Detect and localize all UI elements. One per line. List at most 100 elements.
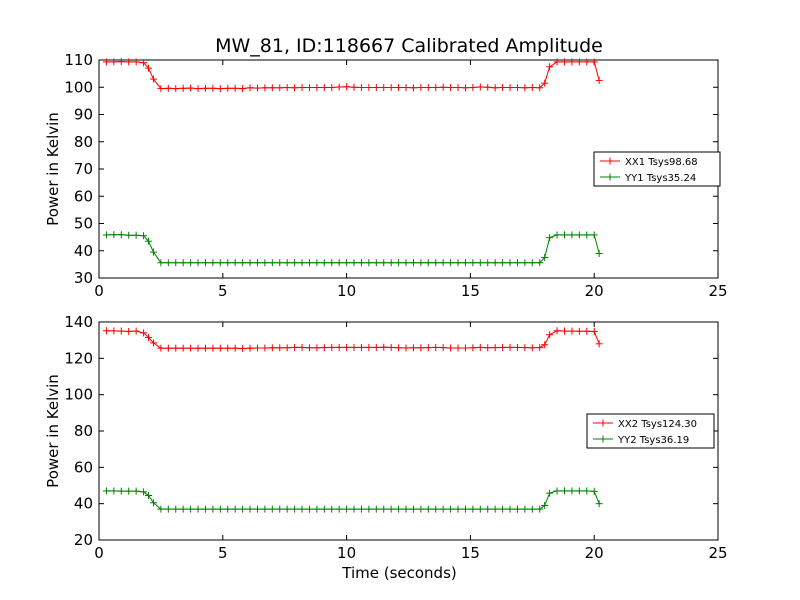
data-point xyxy=(469,344,477,352)
data-point xyxy=(553,487,561,495)
data-point xyxy=(469,259,477,267)
data-point xyxy=(298,84,306,92)
data-point xyxy=(476,343,484,351)
data-point xyxy=(568,231,576,239)
data-point xyxy=(268,84,276,92)
data-point xyxy=(439,259,447,267)
data-point xyxy=(110,487,118,495)
data-point xyxy=(395,84,403,92)
data-point xyxy=(402,84,410,92)
data-point xyxy=(145,237,153,245)
data-point xyxy=(350,505,358,513)
data-point xyxy=(179,344,187,352)
data-point xyxy=(149,75,157,83)
data-point xyxy=(102,487,110,495)
data-point xyxy=(209,344,217,352)
data-point xyxy=(145,333,153,341)
x-tick-label: 20 xyxy=(585,282,604,300)
data-point xyxy=(513,505,521,513)
data-point xyxy=(231,259,239,267)
data-point xyxy=(216,259,224,267)
data-point xyxy=(484,259,492,267)
data-point xyxy=(140,488,148,496)
data-point xyxy=(209,259,217,267)
series-1 xyxy=(102,231,603,267)
data-point xyxy=(132,231,140,239)
data-point xyxy=(541,79,549,87)
data-point xyxy=(145,491,153,499)
series-0 xyxy=(102,327,603,353)
data-point xyxy=(560,327,568,335)
data-point xyxy=(283,344,291,352)
data-point xyxy=(461,259,469,267)
y-tick-label: 70 xyxy=(74,160,93,178)
data-point xyxy=(575,487,583,495)
data-point xyxy=(132,487,140,495)
data-point xyxy=(276,259,284,267)
data-point xyxy=(357,259,365,267)
x-tick-label: 10 xyxy=(337,544,356,562)
data-point xyxy=(125,327,133,335)
data-point xyxy=(513,84,521,92)
data-point xyxy=(283,505,291,513)
data-point xyxy=(409,259,417,267)
data-point xyxy=(305,344,313,352)
legend-item: YY1 Tsys35.24 xyxy=(600,173,696,184)
data-point xyxy=(595,249,603,257)
data-point xyxy=(365,343,373,351)
y-tick-label: 40 xyxy=(74,495,93,513)
data-point xyxy=(439,83,447,91)
data-point xyxy=(157,259,165,267)
data-point xyxy=(298,505,306,513)
series-1 xyxy=(102,487,603,513)
data-point xyxy=(541,501,549,509)
data-point xyxy=(132,327,140,335)
y-tick-label: 20 xyxy=(74,531,93,549)
data-point xyxy=(313,84,321,92)
data-point xyxy=(546,489,554,497)
data-point xyxy=(335,83,343,91)
data-point xyxy=(102,327,110,335)
data-point xyxy=(590,487,598,495)
x-tick-label: 5 xyxy=(218,544,228,562)
data-point xyxy=(499,505,507,513)
series-0 xyxy=(102,58,603,93)
y-axis-label: Power in Kelvin xyxy=(44,374,62,488)
data-point xyxy=(432,505,440,513)
data-point xyxy=(395,259,403,267)
data-point xyxy=(117,231,125,239)
data-point xyxy=(424,344,432,352)
data-point xyxy=(476,505,484,513)
data-point xyxy=(513,259,521,267)
data-point xyxy=(536,344,544,352)
data-point xyxy=(224,259,232,267)
data-point xyxy=(246,259,254,267)
data-point xyxy=(132,58,140,66)
data-point xyxy=(164,84,172,92)
data-point xyxy=(365,505,373,513)
data-point xyxy=(231,344,239,352)
data-point xyxy=(372,505,380,513)
y-tick-label: 30 xyxy=(74,269,93,287)
legend-box xyxy=(586,413,715,449)
x-axis-label: Time (seconds) xyxy=(341,564,457,582)
data-point xyxy=(239,85,247,93)
data-point xyxy=(476,259,484,267)
data-point xyxy=(499,343,507,351)
data-point xyxy=(268,259,276,267)
data-point xyxy=(491,84,499,92)
data-point xyxy=(536,259,544,267)
data-point xyxy=(140,232,148,240)
data-point xyxy=(246,84,254,92)
data-point xyxy=(454,259,462,267)
data-point xyxy=(590,58,598,66)
data-point xyxy=(372,343,380,351)
data-point xyxy=(343,259,351,267)
x-tick-label: 10 xyxy=(337,282,356,300)
legend-item: YY2 Tsys36.19 xyxy=(593,435,689,446)
data-point xyxy=(224,344,232,352)
data-point xyxy=(432,343,440,351)
data-point xyxy=(506,84,514,92)
data-point xyxy=(149,339,157,347)
